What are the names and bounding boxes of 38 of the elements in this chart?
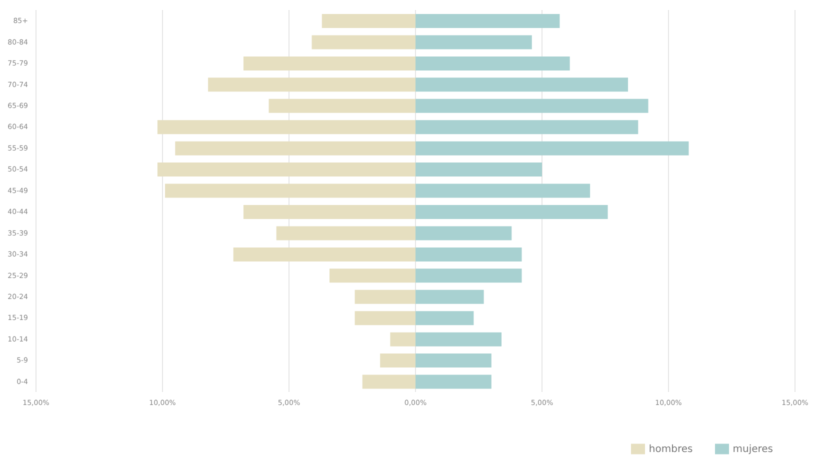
bar [362,374,416,389]
bar [354,290,416,304]
bar [416,14,560,28]
bar [416,98,648,113]
bar [268,98,416,113]
bar [416,35,532,50]
bar [416,184,590,198]
bar [416,374,492,389]
bar [208,78,416,92]
bar [416,290,484,304]
bar [276,226,416,240]
bar [416,56,570,70]
legend-label: hombres [648,444,693,455]
bar [416,205,608,219]
bar [329,268,416,283]
bar [157,120,416,134]
bar [416,120,638,134]
bar [243,56,416,70]
bar [416,268,522,283]
bar [416,311,474,326]
bar [416,226,512,240]
bar [416,354,492,368]
bar [165,184,416,198]
bar [416,78,628,92]
bar [312,35,416,50]
bar [175,141,416,156]
legend-label: mujeres [732,444,773,455]
bar [416,247,522,262]
bar [380,354,416,368]
bar [416,162,542,177]
bar [416,332,502,346]
bar [322,14,416,28]
bar [354,311,416,326]
bar [390,332,416,346]
bar [416,141,689,156]
bar [157,162,416,177]
bar [233,247,416,262]
bar [243,205,416,219]
